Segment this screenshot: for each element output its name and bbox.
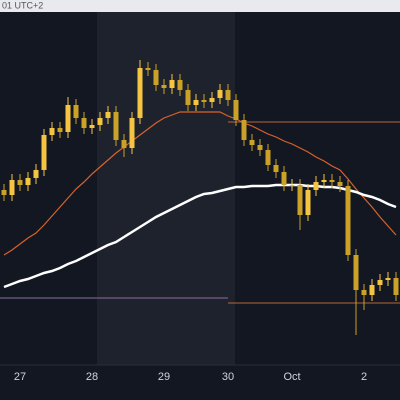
candle-body [217,90,223,98]
moving-average [3,111,397,256]
candle-body [41,135,47,170]
candle-body [57,128,63,132]
candle-body [385,278,391,280]
candle-body [49,128,55,135]
candle-body [313,182,319,190]
candle-body [33,170,39,178]
candle-body [121,140,127,148]
candle-body [369,285,375,295]
candle-body [113,112,119,140]
candle-body [225,90,231,100]
x-tick-label: 29 [158,371,170,383]
top-bar [0,0,400,12]
candle-body [153,70,159,85]
candle-body [273,165,279,172]
candle-body [177,80,183,90]
candle-body [297,185,303,215]
candle-body [233,100,239,120]
x-tick-label: 2 [361,371,367,383]
x-tick-label: Oct [283,371,300,383]
x-tick-label: 27 [14,371,26,383]
candle-body [89,125,95,128]
candle-body [1,190,7,195]
candle-body [185,90,191,105]
candle-body [345,186,351,255]
candle-body [353,255,359,290]
candle-body [249,140,255,145]
candle-body [97,118,103,125]
candle-body [257,145,263,150]
candle-body [161,85,167,88]
candle-body [145,68,151,70]
candle-body [9,180,15,195]
candle-body [169,80,175,88]
candle-body [377,280,383,285]
candle-body [289,185,295,186]
candle-body [137,68,143,118]
candle-body [209,98,215,102]
candle-body [321,180,327,182]
candle-body [17,180,23,185]
x-tick-label: 28 [86,371,98,383]
candle-body [329,180,335,182]
candle-body [129,118,135,148]
x-tick-label: 30 [222,371,234,383]
candle-body [337,182,343,186]
candle-body [73,105,79,118]
candle-body [81,118,87,128]
candle-body [241,120,247,140]
highlight-band [97,12,235,365]
candle-body [265,150,271,165]
candle-body [65,105,71,132]
timezone-label: 01 UTC+2 [2,0,43,10]
moving-average [3,183,397,289]
candle-body [393,278,399,295]
candle-body [361,290,367,295]
candle-body [25,178,31,185]
candle-body [201,100,207,102]
candle-body [193,100,199,105]
candle-body [281,172,287,185]
candle-body [105,112,111,118]
candle-body [305,190,311,215]
